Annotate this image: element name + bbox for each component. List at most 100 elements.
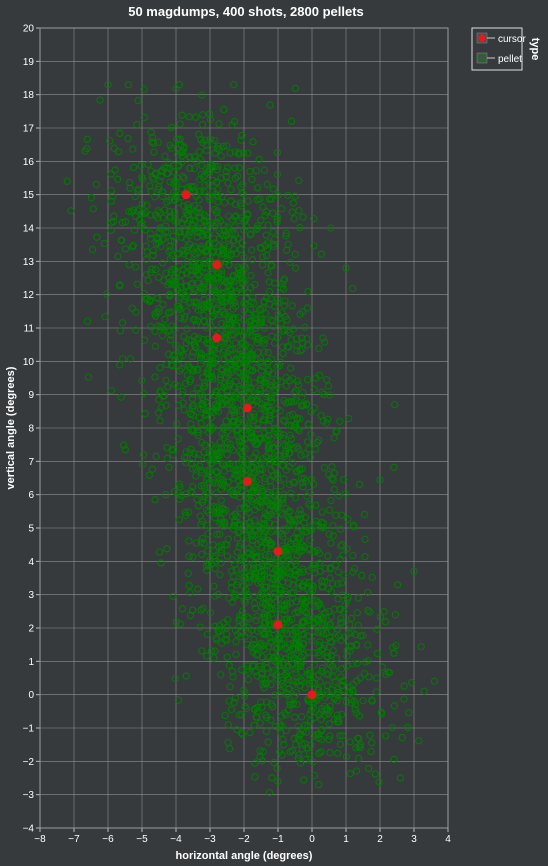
pellet-point [227,185,235,194]
pellet-point [271,455,279,464]
pellet-point [280,615,289,624]
pellet-point [169,162,177,170]
pellet-point [132,326,140,334]
pellet-point [318,577,326,585]
pellet-point [200,211,208,219]
pellet-point [376,613,385,621]
pellet-point [339,677,347,686]
pellet-point [267,483,275,491]
pellet-point [324,552,332,560]
pellet-point [262,727,271,736]
pellet-point [232,565,240,574]
pellet-point [288,581,297,589]
pellet-point [190,402,198,410]
pellet-point [327,613,335,621]
pellet-point [212,208,220,217]
pellet-point [295,207,303,215]
pellet-point [287,336,295,344]
pellet-point [289,630,297,638]
pellet-point [223,444,231,453]
pellet-point [192,321,201,329]
pellet-point [189,187,197,195]
pellet-point [162,222,170,230]
pellet-point [189,427,197,435]
pellet-point [223,623,231,631]
pellet-point [168,252,177,260]
pellet-point [232,289,241,298]
pellet-point [307,502,315,510]
pellet-point [286,449,294,457]
pellet-point [268,584,276,593]
pellet-point [230,698,238,707]
pellet-point [332,511,340,519]
pellet-point [381,618,390,626]
pellet-point [237,136,245,144]
pellet-point [271,604,280,612]
pellet-point [240,306,249,315]
pellet-point [236,447,244,455]
pellet-point [334,632,343,640]
pellet-point [276,407,284,415]
pellet-point [163,444,171,452]
pellet-point [188,489,196,497]
pellet-point [306,545,314,553]
pellet-point [152,265,160,274]
pellet-point [260,340,268,348]
pellet-point [267,316,275,324]
pellet-point [282,232,290,240]
pellet-point [334,595,342,603]
pellet-point [164,383,172,391]
pellet-point [309,614,318,622]
pellet-point [210,582,218,590]
pellet-point [243,504,251,512]
pellet-point [169,232,177,240]
pellet-point [294,534,302,542]
y-tick-label: 17 [23,124,35,135]
pellet-point [227,584,236,592]
pellet-point [410,567,418,575]
pellet-point [231,356,240,365]
pellet-point [171,380,179,389]
pellet-point [236,612,244,620]
pellet-point [212,404,220,412]
pellet-point [257,639,265,647]
pellet-point [155,236,163,244]
pellet-point [131,192,139,201]
pellet-point [263,713,271,722]
pellet-point [238,570,246,579]
pellet-point [326,748,334,757]
pellet-point [312,731,320,739]
pellet-point [236,539,245,548]
pellet-point [281,587,289,595]
pellet-point [274,493,282,501]
pellet-point [164,281,172,289]
pellet-point [390,702,399,710]
x-tick-label: 2 [377,834,383,845]
pellet-point [265,507,273,515]
pellet-point [304,287,312,296]
pellet-point [161,152,169,161]
pellet-point [264,221,272,229]
pellet-point [178,111,186,119]
pellet-point [193,384,202,392]
pellet-point [264,367,273,375]
pellet-point [249,433,258,441]
pellet-point [278,679,287,688]
pellet-point [284,191,292,199]
pellet-point [312,501,320,510]
pellet-point [366,731,374,739]
pellet-point [306,710,314,718]
pellet-point [270,235,279,243]
pellet-point [211,592,219,600]
pellet-point [111,166,119,174]
pellet-point [261,211,269,220]
pellet-point [325,391,334,399]
pellet-point [260,520,269,528]
pellet-point [277,284,285,292]
pellet-point [202,228,211,237]
pellet-point [275,662,283,670]
y-tick-label: 9 [28,390,34,401]
pellet-point [158,192,167,201]
pellet-point [256,552,265,560]
pellet-point [239,299,248,307]
